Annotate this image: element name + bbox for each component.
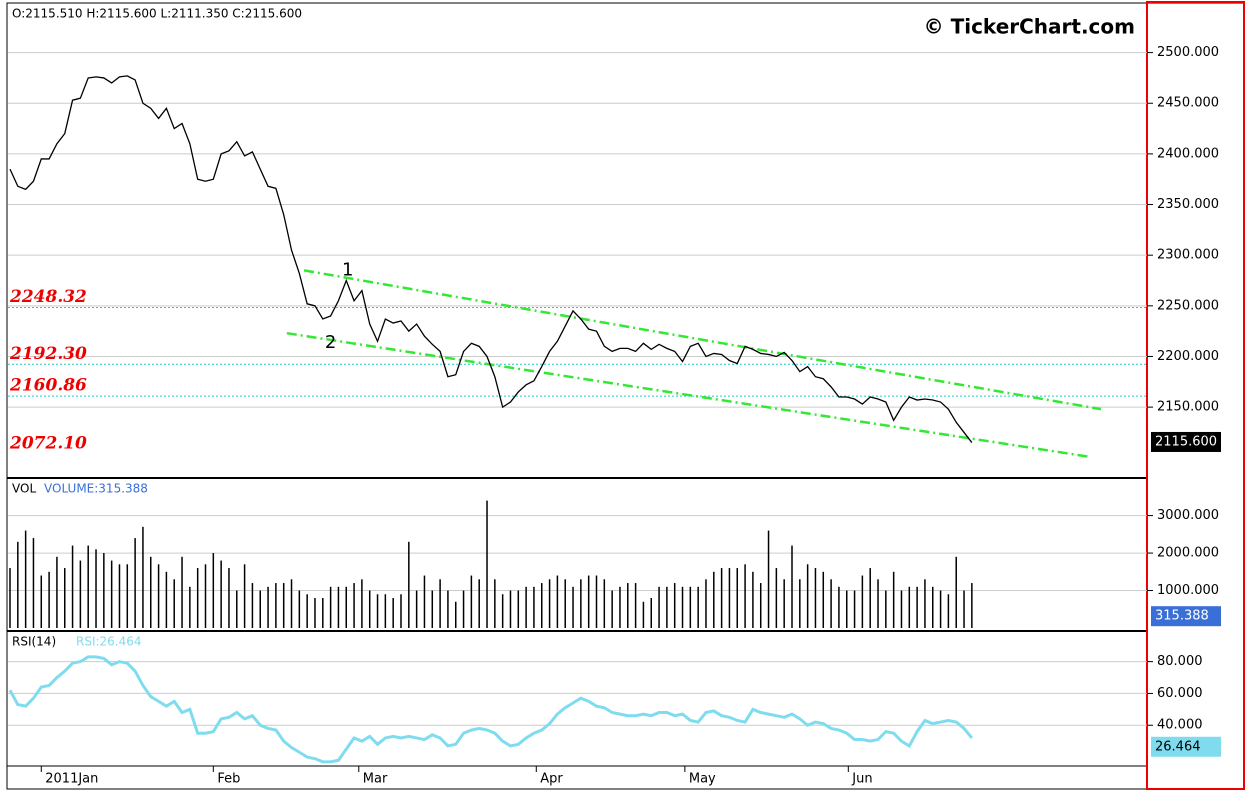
y-tick-label: 3000.000 [1157, 508, 1219, 523]
series-line [9, 75, 973, 443]
y-tick-label: 40.000 [1157, 718, 1203, 733]
panel-value: VOLUME:315.388 [44, 482, 148, 496]
x-tick-label: Mar [363, 772, 388, 787]
trendline-label: 2 [325, 332, 336, 353]
y-tick-label: 2200.000 [1157, 349, 1219, 364]
trendline [286, 331, 1090, 458]
y-tick-label: 2000.000 [1157, 546, 1219, 561]
y-tick-label: 2350.000 [1157, 197, 1219, 212]
last-badge [1151, 431, 1221, 452]
last-label: 315.388 [1155, 609, 1209, 624]
last-badge [1151, 736, 1221, 757]
x-tick-label: May [689, 772, 716, 787]
panel-name: RSI(14) [12, 635, 56, 649]
trendline-label: 1 [342, 259, 353, 280]
x-tick-label: Jun [851, 772, 872, 787]
y-tick-label: 2450.000 [1157, 96, 1219, 111]
panel-name: VOL [12, 482, 36, 496]
series-line [8, 655, 974, 764]
last-label: 2115.600 [1155, 434, 1217, 449]
y-tick-label: 2300.000 [1157, 248, 1219, 263]
ohlc: O:2115.510 H:2115.600 L:2111.350 C:2115.… [12, 7, 302, 21]
y-tick-label: 2500.000 [1157, 45, 1219, 60]
brand: © TickerChart.com [924, 15, 1135, 39]
level-label: 2072.10 [9, 434, 87, 454]
axis-frame [1146, 1, 1245, 790]
y-tick-label: 80.000 [1157, 654, 1203, 669]
y-tick-label: 60.000 [1157, 686, 1203, 701]
level-label: 2192.30 [9, 344, 87, 364]
y-tick-label: 1000.000 [1157, 583, 1219, 598]
trendline [303, 269, 1102, 411]
panel-value: RSI:26.464 [76, 635, 142, 649]
x-tick-label: Feb [217, 772, 240, 787]
y-tick-label: 2250.000 [1157, 298, 1219, 313]
level-label: 2160.86 [9, 376, 87, 396]
y-tick-label: 2150.000 [1157, 400, 1219, 415]
y-tick-label: 2400.000 [1157, 146, 1219, 161]
x-tick-label: Apr [540, 772, 563, 787]
x-tick-label: 2011Jan [45, 772, 98, 787]
last-label: 26.464 [1155, 739, 1201, 754]
last-badge [1151, 606, 1221, 627]
level-label: 2248.32 [9, 287, 87, 307]
